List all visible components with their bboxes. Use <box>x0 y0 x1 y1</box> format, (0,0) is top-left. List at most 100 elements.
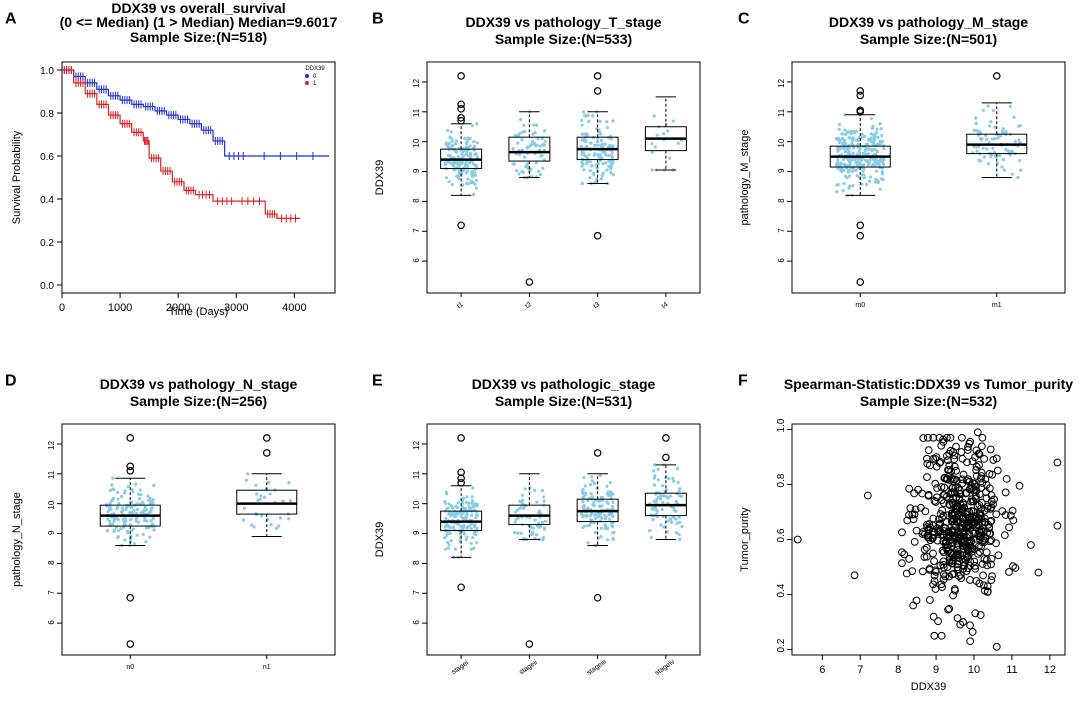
jitter-point <box>132 542 137 546</box>
jitter-point <box>607 159 611 163</box>
jitter-point <box>844 141 848 146</box>
scatter-point <box>967 537 976 546</box>
jitter-point <box>1000 165 1004 169</box>
jitter-point <box>599 535 603 539</box>
jitter-point <box>609 165 613 169</box>
scatter-point <box>958 454 967 463</box>
jitter-point <box>288 499 292 503</box>
jitter-point <box>875 127 879 131</box>
jitter-point <box>470 499 475 503</box>
jitter-point <box>246 472 250 476</box>
scatter-point <box>942 492 951 501</box>
outlier-point <box>662 453 670 462</box>
x-tick-label: 10 <box>968 664 980 676</box>
outlier-point <box>126 462 135 471</box>
y-tick-label: 11 <box>412 108 421 117</box>
jitter-point <box>652 463 657 467</box>
jitter-point <box>599 138 603 143</box>
box-iqr <box>508 136 551 162</box>
scatter-point <box>937 580 946 589</box>
scatter-point <box>956 536 965 545</box>
jitter-point <box>541 166 545 170</box>
jitter-point <box>846 170 850 174</box>
jitter-point <box>445 507 449 511</box>
scatter-point <box>983 504 992 513</box>
scatter-point <box>949 528 958 536</box>
jitter-point <box>259 494 263 498</box>
jitter-point <box>592 171 596 175</box>
jitter-point <box>457 174 461 178</box>
outlier-point <box>457 116 465 125</box>
scatter-point <box>922 552 931 561</box>
jitter-point <box>583 484 587 488</box>
jitter-point <box>611 161 615 165</box>
jitter-point <box>850 169 854 174</box>
jitter-point <box>604 161 608 165</box>
jitter-point <box>981 108 986 113</box>
jitter-point <box>652 476 656 480</box>
y-tick-label: 10 <box>412 138 421 147</box>
jitter-point <box>1017 124 1021 128</box>
jitter-point <box>586 113 590 117</box>
scatter-point <box>974 449 983 458</box>
scatter-point <box>969 512 978 521</box>
jitter-point <box>582 168 586 172</box>
jitter-point <box>474 186 479 190</box>
jitter-point <box>837 127 841 131</box>
outlier-point <box>593 72 602 80</box>
jitter-point <box>609 490 613 494</box>
scatter-point <box>985 523 994 531</box>
scatter-point <box>987 576 996 585</box>
scatter-point <box>1005 568 1013 576</box>
jitter-point <box>991 146 995 150</box>
jitter-point <box>148 535 152 539</box>
jitter-point <box>522 506 526 510</box>
jitter-point <box>139 511 143 515</box>
jitter-point <box>611 173 615 177</box>
jitter-point <box>589 492 593 496</box>
scatter-point <box>971 609 980 618</box>
panel-f: F Spearman-Statistic:DDX39 vs Tumor_purit… <box>738 372 1073 693</box>
jitter-point <box>449 130 453 134</box>
jitter-point <box>674 531 679 535</box>
scatter-point <box>923 454 931 463</box>
jitter-point <box>137 497 142 501</box>
jitter-point <box>857 157 861 161</box>
scatter-point <box>1009 562 1017 571</box>
jitter-point <box>266 480 271 485</box>
jitter-point <box>444 176 449 180</box>
scatter-point <box>1015 481 1024 490</box>
jitter-point <box>443 162 447 167</box>
jitter-point <box>834 164 839 168</box>
jitter-point <box>473 525 477 529</box>
panel-title-line: DDX39 vs pathology_T_stage <box>465 14 661 30</box>
jitter-point <box>470 513 474 517</box>
jitter-point <box>599 177 604 181</box>
jitter-point <box>149 519 153 523</box>
x-tick-label: 2000 <box>166 302 190 314</box>
jitter-point <box>975 149 979 153</box>
jitter-point <box>465 149 469 154</box>
jitter-point <box>466 177 470 181</box>
jitter-point <box>842 182 846 186</box>
plot-frame <box>426 423 701 656</box>
jitter-point <box>448 531 452 535</box>
jitter-point <box>844 149 848 153</box>
y-axis-label: pathology_N_stage <box>11 492 23 587</box>
scatter-point <box>936 510 945 518</box>
jitter-point <box>667 476 671 481</box>
jitter-point <box>650 150 654 155</box>
jitter-point <box>520 501 524 505</box>
outlier-point <box>457 468 465 477</box>
y-tick-label: 12 <box>412 440 421 449</box>
scatter-point <box>975 501 984 509</box>
jitter-point <box>847 136 851 140</box>
jitter-point <box>468 144 472 148</box>
jitter-point <box>841 157 846 161</box>
jitter-point <box>678 487 682 491</box>
jitter-point <box>110 483 114 487</box>
jitter-point <box>596 514 600 519</box>
scatter-point <box>948 570 957 579</box>
jitter-point <box>131 527 136 531</box>
jitter-point <box>600 173 604 178</box>
